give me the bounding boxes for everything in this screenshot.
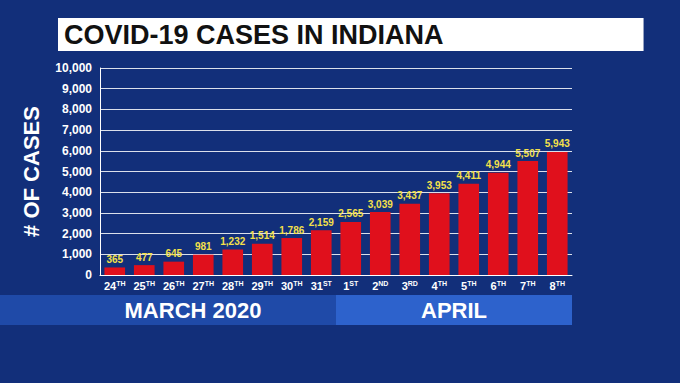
svg-text:TH: TH: [175, 280, 184, 287]
svg-text:10,000: 10,000: [55, 61, 92, 75]
svg-text:1,514: 1,514: [250, 230, 275, 241]
svg-text:3,000: 3,000: [62, 206, 92, 220]
svg-text:7,000: 7,000: [62, 123, 92, 137]
svg-text:645: 645: [165, 248, 182, 259]
svg-text:TH: TH: [146, 280, 155, 287]
svg-text:2: 2: [372, 279, 379, 292]
svg-text:4,411: 4,411: [457, 170, 482, 181]
svg-text:8,000: 8,000: [62, 102, 92, 116]
svg-text:TH: TH: [526, 280, 535, 287]
svg-text:31: 31: [311, 280, 323, 292]
svg-text:TH: TH: [205, 280, 214, 287]
svg-text:TH: TH: [438, 280, 447, 287]
svg-text:9,000: 9,000: [62, 82, 92, 96]
svg-text:TH: TH: [264, 280, 273, 287]
svg-text:COVID-19 CASES IN INDIANA: COVID-19 CASES IN INDIANA: [64, 20, 444, 50]
svg-text:25: 25: [133, 280, 145, 292]
svg-text:RD: RD: [408, 280, 418, 287]
svg-text:# OF CASES: # OF CASES: [19, 106, 44, 237]
svg-text:ST: ST: [349, 280, 359, 287]
svg-text:30: 30: [281, 280, 293, 292]
svg-text:TH: TH: [467, 280, 476, 287]
svg-text:24: 24: [104, 280, 117, 292]
svg-text:TH: TH: [234, 280, 243, 287]
svg-text:29: 29: [251, 280, 263, 292]
svg-text:TH: TH: [497, 280, 506, 287]
svg-text:TH: TH: [556, 280, 565, 287]
svg-text:365: 365: [106, 254, 123, 265]
svg-text:1,000: 1,000: [62, 247, 92, 261]
svg-text:TH: TH: [293, 280, 302, 287]
svg-text:2,000: 2,000: [62, 227, 92, 241]
svg-text:2,159: 2,159: [309, 217, 334, 228]
svg-text:6,000: 6,000: [62, 144, 92, 158]
svg-text:2,565: 2,565: [338, 208, 363, 219]
svg-text:4,000: 4,000: [62, 185, 92, 199]
svg-text:5,000: 5,000: [62, 165, 92, 179]
svg-text:7: 7: [520, 279, 527, 292]
svg-text:1,786: 1,786: [279, 225, 304, 236]
svg-text:3,039: 3,039: [368, 199, 393, 210]
svg-text:981: 981: [195, 241, 212, 252]
svg-text:ND: ND: [378, 280, 388, 287]
svg-text:MARCH 2020: MARCH 2020: [125, 298, 262, 323]
svg-text:6: 6: [490, 279, 497, 292]
svg-text:26: 26: [163, 280, 175, 292]
svg-text:TH: TH: [116, 280, 125, 287]
svg-text:0: 0: [85, 268, 92, 282]
svg-text:27: 27: [192, 280, 204, 292]
svg-text:5,507: 5,507: [515, 148, 540, 159]
svg-text:1,232: 1,232: [220, 236, 245, 247]
svg-text:1: 1: [343, 279, 350, 292]
svg-text:3: 3: [401, 279, 408, 292]
svg-text:5: 5: [461, 279, 468, 292]
svg-text:477: 477: [136, 252, 153, 263]
svg-text:5,943: 5,943: [545, 138, 570, 149]
svg-text:28: 28: [222, 280, 234, 292]
svg-text:4: 4: [431, 279, 438, 292]
svg-text:3,437: 3,437: [397, 190, 422, 201]
svg-text:8: 8: [549, 279, 556, 292]
svg-text:APRIL: APRIL: [421, 298, 487, 323]
svg-text:4,944: 4,944: [486, 159, 511, 170]
svg-text:3,953: 3,953: [427, 180, 452, 191]
svg-text:ST: ST: [323, 280, 333, 287]
